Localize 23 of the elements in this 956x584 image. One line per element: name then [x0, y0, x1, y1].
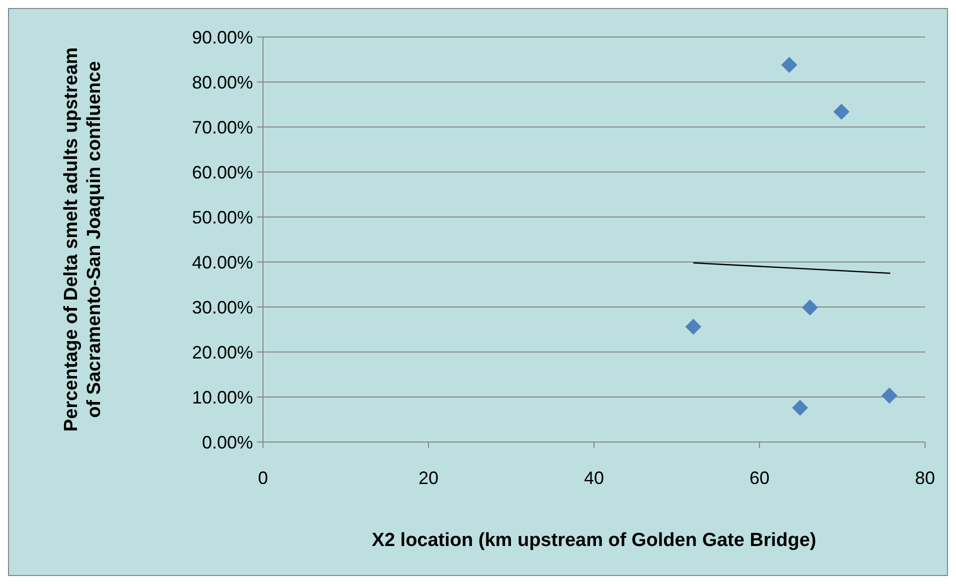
x-tick-label: 80: [914, 468, 936, 488]
y-tick-label: 10.00%: [192, 387, 253, 408]
x-tick-label: 0: [258, 468, 268, 488]
x-tick-label: 20: [418, 468, 439, 488]
x-tick-label: 40: [584, 468, 604, 488]
y-tick-label: 60.00%: [192, 162, 253, 182]
y-tick-label: 90.00%: [192, 27, 253, 48]
y-tick-label: 70.00%: [192, 117, 253, 138]
y-tick-label: 30.00%: [192, 297, 253, 318]
x-tick-label: 60: [749, 468, 770, 488]
point: [802, 299, 818, 316]
y-tick-label: 50.00%: [192, 207, 253, 228]
y-axis-title: Percentage of Delta smelt adults upstream of Sacramento-San Joaquin confluence: [60, 46, 106, 434]
point: [792, 400, 808, 416]
y-tick-label: 20.00%: [192, 342, 253, 362]
point: [685, 318, 702, 335]
point: [881, 388, 898, 404]
y-tick-label: 0.00%: [202, 432, 253, 452]
y-tick-label: 40.00%: [192, 252, 253, 272]
x-axis-title: X2 location (km upstream of Golden Gate Bridge): [372, 530, 816, 551]
point: [833, 104, 850, 120]
point: [781, 56, 798, 73]
y-tick-label: 80.00%: [192, 72, 253, 92]
